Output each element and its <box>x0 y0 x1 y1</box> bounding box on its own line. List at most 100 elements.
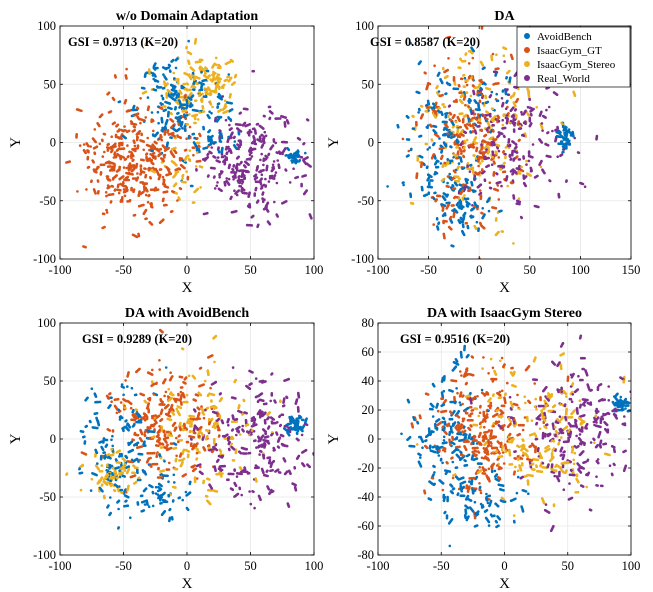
point-real-world <box>254 186 258 190</box>
point-avoidbench <box>566 140 570 144</box>
point-avoidbench <box>464 198 468 201</box>
point-isaacgym-gt <box>479 121 482 125</box>
point-isaacgym-stereo <box>495 143 499 147</box>
point-avoidbench <box>457 162 461 165</box>
point-avoidbench <box>166 142 169 145</box>
point-isaacgym-gt <box>123 125 126 128</box>
point-avoidbench <box>449 145 452 148</box>
point-isaacgym-gt <box>446 68 450 72</box>
point-isaacgym-gt <box>446 132 450 135</box>
point-isaacgym-gt <box>457 150 460 153</box>
point-isaacgym-stereo <box>526 172 529 175</box>
point-real-world <box>195 168 198 171</box>
point-isaacgym-gt <box>135 178 139 181</box>
point-isaacgym-gt <box>159 133 162 137</box>
point-real-world <box>303 174 307 177</box>
point-isaacgym-gt <box>125 110 129 113</box>
point-avoidbench <box>462 225 465 229</box>
point-real-world <box>234 123 238 126</box>
point-isaacgym-gt <box>438 94 442 98</box>
point-avoidbench <box>469 164 472 167</box>
point-real-world <box>489 186 493 190</box>
point-real-world <box>259 170 262 174</box>
point-avoidbench <box>183 113 186 116</box>
point-isaacgym-gt <box>446 175 450 178</box>
point-real-world <box>511 114 514 118</box>
point-isaacgym-gt <box>496 117 500 121</box>
point-avoidbench <box>455 87 458 91</box>
point-isaacgym-gt <box>430 125 433 128</box>
point-real-world <box>472 92 476 96</box>
point-isaacgym-stereo <box>189 88 192 92</box>
point-isaacgym-gt <box>136 146 139 150</box>
point-isaacgym-gt <box>133 141 136 144</box>
point-real-world <box>309 165 312 168</box>
point-real-world <box>239 130 243 133</box>
point-isaacgym-gt <box>158 168 162 171</box>
point-isaacgym-stereo <box>502 54 506 57</box>
point-real-world <box>505 178 508 181</box>
point-isaacgym-gt <box>497 156 501 159</box>
point-avoidbench <box>230 102 233 105</box>
point-isaacgym-gt <box>119 177 122 180</box>
point-avoidbench <box>208 110 211 113</box>
point-isaacgym-gt <box>83 150 87 154</box>
point-isaacgym-gt <box>464 103 467 107</box>
point-avoidbench <box>217 150 221 153</box>
point-isaacgym-stereo <box>195 81 199 85</box>
point-isaacgym-gt <box>420 163 423 166</box>
point-avoidbench <box>442 192 446 195</box>
point-avoidbench <box>162 109 166 112</box>
point-real-world <box>245 158 249 161</box>
point-real-world <box>238 123 241 126</box>
point-real-world <box>259 158 262 162</box>
point-isaacgym-gt <box>110 167 114 171</box>
point-real-world <box>261 197 264 200</box>
point-isaacgym-stereo <box>212 64 215 67</box>
y-tick-label: 50 <box>44 77 57 91</box>
point-isaacgym-stereo <box>165 95 169 98</box>
point-real-world <box>254 188 257 192</box>
point-isaacgym-stereo <box>495 152 498 155</box>
point-isaacgym-gt <box>126 130 130 133</box>
point-real-world <box>485 148 488 151</box>
point-avoidbench <box>229 108 233 112</box>
point-isaacgym-gt <box>469 124 473 127</box>
point-real-world <box>253 192 257 195</box>
point-isaacgym-stereo <box>184 109 188 113</box>
point-avoidbench <box>498 210 502 213</box>
point-avoidbench <box>462 91 466 94</box>
point-isaacgym-gt <box>107 91 111 94</box>
point-isaacgym-stereo <box>188 113 191 116</box>
point-real-world <box>302 159 305 162</box>
point-isaacgym-stereo <box>471 51 474 55</box>
point-isaacgym-gt <box>491 129 495 132</box>
point-avoidbench <box>489 130 492 134</box>
point-isaacgym-gt <box>127 172 130 175</box>
point-real-world <box>527 159 531 163</box>
point-avoidbench <box>441 195 445 198</box>
point-isaacgym-gt <box>515 155 518 159</box>
point-isaacgym-gt <box>98 142 102 146</box>
point-avoidbench <box>298 158 302 162</box>
point-avoidbench <box>560 142 563 146</box>
legend-entry: IsaacGym_GT <box>537 45 602 57</box>
point-avoidbench <box>293 152 297 155</box>
point-isaacgym-gt <box>135 112 139 116</box>
point-real-world <box>505 114 509 117</box>
point-real-world <box>307 163 311 167</box>
point-avoidbench <box>195 109 198 112</box>
point-isaacgym-gt <box>159 173 162 177</box>
point-isaacgym-gt <box>442 232 446 236</box>
point-isaacgym-gt <box>465 126 469 129</box>
point-real-world <box>277 165 281 169</box>
point-isaacgym-stereo <box>185 170 188 173</box>
point-isaacgym-stereo <box>174 163 177 166</box>
point-avoidbench <box>466 225 470 229</box>
point-isaacgym-gt <box>461 121 465 124</box>
point-isaacgym-gt <box>171 210 174 213</box>
point-isaacgym-gt <box>479 195 483 198</box>
point-isaacgym-gt <box>166 130 170 133</box>
point-isaacgym-gt <box>459 125 463 129</box>
point-avoidbench <box>160 121 164 124</box>
